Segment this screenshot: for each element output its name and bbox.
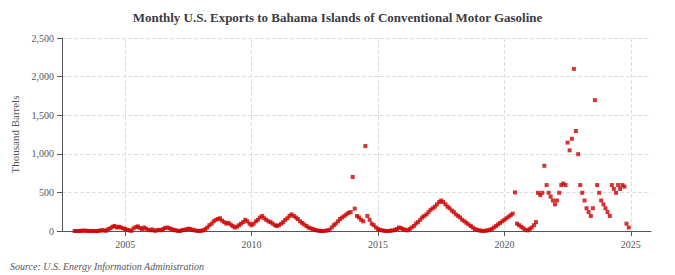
svg-text:2,500: 2,500 xyxy=(32,33,55,44)
svg-text:2020: 2020 xyxy=(494,239,514,250)
svg-text:1,500: 1,500 xyxy=(32,110,55,121)
svg-text:2,000: 2,000 xyxy=(32,71,55,82)
svg-text:Monthly U.S. Exports to Bahama: Monthly U.S. Exports to Bahama Islands o… xyxy=(133,10,543,25)
svg-text:0: 0 xyxy=(49,226,54,237)
svg-text:2025: 2025 xyxy=(621,239,641,250)
svg-text:Thousand Barrels: Thousand Barrels xyxy=(9,96,21,174)
svg-text:2010: 2010 xyxy=(242,239,262,250)
svg-text:Source: U.S. Energy Informatio: Source: U.S. Energy Information Administ… xyxy=(10,261,204,272)
svg-text:500: 500 xyxy=(39,187,54,198)
svg-text:2005: 2005 xyxy=(115,239,135,250)
svg-text:2015: 2015 xyxy=(368,239,388,250)
svg-text:1,000: 1,000 xyxy=(32,148,55,159)
